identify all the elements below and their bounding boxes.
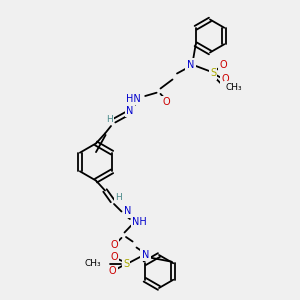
Text: O: O (110, 239, 118, 250)
Text: S: S (123, 259, 129, 269)
Text: O: O (163, 97, 170, 107)
Text: HN: HN (126, 94, 141, 104)
Text: CH₃: CH₃ (85, 260, 101, 268)
Text: O: O (221, 74, 229, 85)
Text: N: N (126, 106, 134, 116)
Text: NH: NH (132, 217, 147, 227)
Text: H: H (115, 193, 122, 202)
Text: O: O (109, 266, 116, 277)
Text: CH₃: CH₃ (226, 82, 242, 91)
Text: H: H (106, 115, 113, 124)
Text: O: O (110, 251, 118, 262)
Text: N: N (187, 59, 194, 70)
Text: N: N (124, 206, 132, 217)
Text: S: S (210, 68, 216, 79)
Text: N: N (142, 250, 149, 260)
Text: O: O (220, 59, 227, 70)
